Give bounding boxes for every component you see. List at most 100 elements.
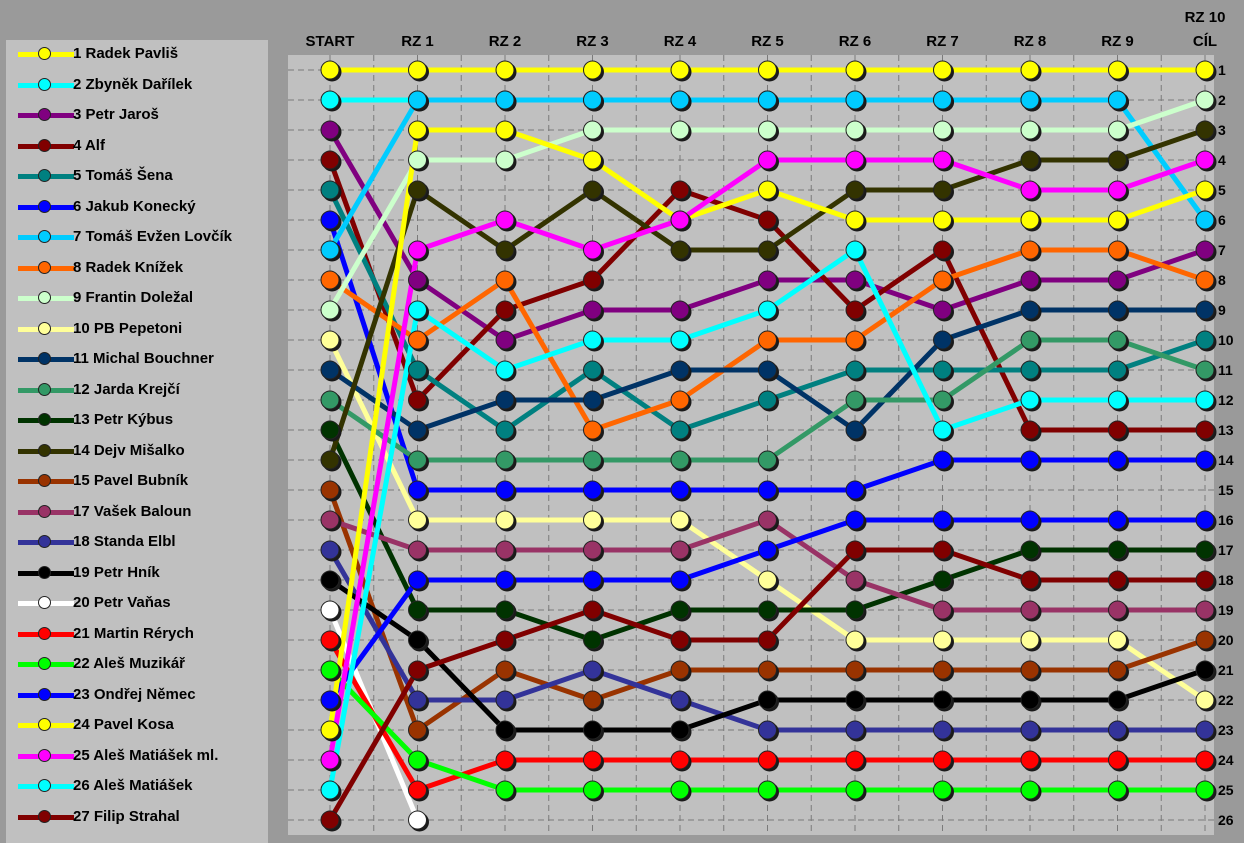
series-marker <box>495 270 515 290</box>
series-marker <box>758 60 777 80</box>
series-marker <box>845 660 865 680</box>
series-marker <box>495 390 515 410</box>
series-marker <box>845 510 865 530</box>
series-marker <box>758 450 777 470</box>
stage-label: RZ 10 <box>1185 9 1226 26</box>
series-marker <box>320 540 340 560</box>
series-marker <box>408 390 427 410</box>
series-marker <box>1195 360 1215 380</box>
series-marker <box>670 120 690 140</box>
position-tick-label: 17 <box>1218 542 1234 558</box>
series-marker <box>1020 390 1040 410</box>
series-marker <box>320 210 340 230</box>
series-marker <box>845 240 865 260</box>
legend-swatch-marker <box>38 718 51 731</box>
series-marker <box>320 510 340 530</box>
legend-label: 23 Ondřej Němec <box>73 685 196 703</box>
position-tick-label: 3 <box>1218 122 1226 138</box>
series-marker <box>933 270 952 290</box>
legend-label: 9 Frantin Doležal <box>73 289 194 306</box>
series-marker <box>758 570 777 590</box>
series-marker <box>845 570 865 590</box>
series-marker <box>320 390 340 410</box>
series-marker <box>1195 780 1215 800</box>
series-marker <box>495 480 515 500</box>
series-marker <box>845 150 865 170</box>
series-marker <box>758 360 777 380</box>
position-tick-label: 25 <box>1218 782 1234 798</box>
series-marker <box>670 690 690 710</box>
series-marker <box>758 510 777 530</box>
legend-swatch-marker <box>38 291 51 304</box>
legend-item: 20 Petr Vaňas <box>6 589 268 619</box>
series-marker <box>670 600 690 620</box>
series-marker <box>1108 690 1127 710</box>
series-marker <box>933 720 952 740</box>
series-marker <box>320 120 340 140</box>
series-marker <box>583 540 602 560</box>
series-marker <box>495 120 515 140</box>
series-marker <box>845 780 865 800</box>
legend-label: 25 Aleš Matiášek ml. <box>73 746 219 764</box>
series-marker <box>495 330 515 350</box>
position-tick-label: 10 <box>1218 332 1234 348</box>
series-marker <box>495 750 515 770</box>
legend-item: 19 Petr Hník <box>6 559 268 589</box>
series-marker <box>1195 420 1215 440</box>
series-marker <box>1108 660 1127 680</box>
series-marker <box>320 90 340 110</box>
series-marker <box>670 330 690 350</box>
series-marker <box>845 120 865 140</box>
series-marker <box>933 150 952 170</box>
series-marker <box>1108 600 1127 620</box>
series-marker <box>845 750 865 770</box>
series-marker <box>583 660 602 680</box>
legend-swatch-marker <box>38 474 51 487</box>
series-marker <box>408 630 427 650</box>
legend-label: 17 Vašek Baloun <box>73 502 192 520</box>
legend-swatch-marker <box>38 77 51 91</box>
series-marker <box>670 450 690 470</box>
series-marker <box>408 690 427 710</box>
stage-label: RZ 7 <box>926 33 959 50</box>
series-marker <box>408 570 427 590</box>
series-marker <box>320 60 340 80</box>
series-marker <box>933 540 952 560</box>
series-marker <box>1108 540 1127 560</box>
series-marker <box>758 600 777 620</box>
series-marker <box>408 780 427 800</box>
stage-label: RZ 5 <box>751 33 784 50</box>
series-marker <box>320 600 340 620</box>
series-marker <box>1195 600 1215 620</box>
series-marker <box>495 300 515 320</box>
series-marker <box>495 540 515 560</box>
series-marker <box>1020 150 1040 170</box>
series-marker <box>933 360 952 380</box>
series-marker <box>933 120 952 140</box>
series-marker <box>933 780 952 800</box>
series-marker <box>320 570 340 590</box>
legend-item: 25 Aleš Matiášek ml. <box>6 742 268 772</box>
series-marker <box>845 180 865 200</box>
series-marker <box>1195 90 1215 110</box>
legend-label: 22 Aleš Muzikář <box>73 655 185 672</box>
position-tick-label: 26 <box>1218 812 1234 828</box>
legend-swatch-marker <box>38 504 51 518</box>
legend-item: 2 Zbyněk Dařílek <box>6 71 268 101</box>
series-marker <box>933 660 952 680</box>
series-marker <box>583 60 602 80</box>
series-marker <box>1195 690 1215 710</box>
series-marker <box>495 570 515 590</box>
legend-swatch-marker <box>38 199 51 213</box>
series-marker <box>1020 750 1040 770</box>
series-marker <box>758 300 777 320</box>
series-marker <box>320 450 340 470</box>
series-marker <box>408 120 427 140</box>
series-marker <box>1020 780 1040 800</box>
series-marker <box>670 570 690 590</box>
series-marker <box>758 690 777 710</box>
position-tick-label: 20 <box>1218 632 1234 648</box>
legend-item: 6 Jakub Konecký <box>6 193 268 223</box>
series-marker <box>583 240 602 260</box>
legend-label: 4 Alf <box>73 136 105 154</box>
